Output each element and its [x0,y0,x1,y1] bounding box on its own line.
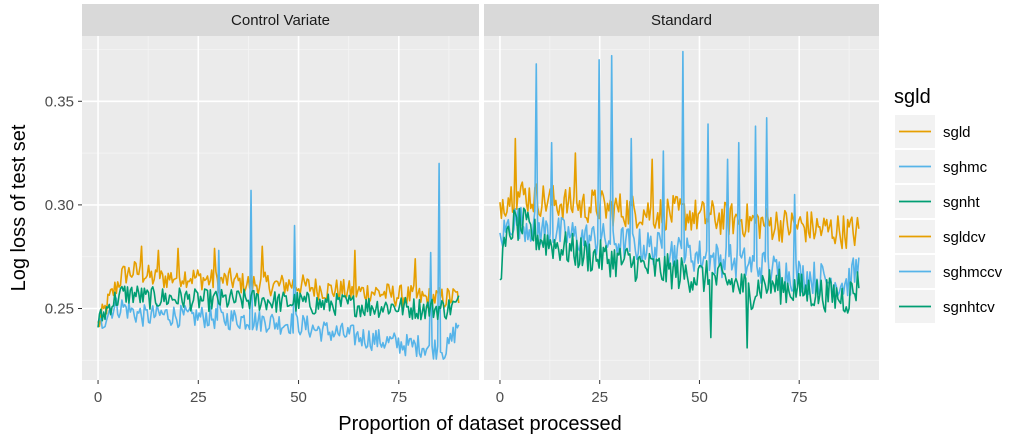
x-tick-label: 50 [290,389,307,406]
y-axis-title: Log loss of test set [8,124,30,291]
strip-title-standard: Standard [651,12,712,29]
legend-label-sghmccv: sghmccv [943,264,1003,281]
legend-label-sgnht: sgnht [943,194,981,211]
x-axis-standard: 0 25 50 75 [496,380,808,406]
strip-title-control-variate: Control Variate [231,12,330,29]
x-tick-label: 25 [591,389,608,406]
legend-label-sgld: sgld [943,124,971,141]
x-tick-label: 75 [791,389,808,406]
y-tick-label: 0.25 [45,301,74,318]
panel-standard: Standard [484,4,879,380]
series-line-sgldcv [97,245,460,328]
panel-control-variate: Control Variate [82,4,479,380]
x-tick-label: 25 [190,389,207,406]
y-tick-label: 0.35 [45,93,74,110]
series-line-sgnht [499,207,860,349]
x-tick-label: 0 [496,389,504,406]
strip-background-control-variate [82,4,479,36]
y-axis: 0.25 0.30 0.35 [45,93,82,318]
y-tick-label: 0.30 [45,197,74,214]
x-tick-label: 0 [94,389,102,406]
legend: sgld sgld sghmc sgnht sgldcv sghmccv sgnhtcv [894,86,1003,323]
x-axis-control-variate: 0 25 50 75 [94,380,407,406]
legend-label-sgnhtcv: sgnhtcv [943,299,995,316]
legend-label-sgldcv: sgldcv [943,229,986,246]
gridlines-control-variate [82,36,479,380]
strip-background-standard [484,4,879,36]
series-group-standard [499,50,860,349]
x-tick-label: 75 [390,389,407,406]
x-tick-label: 50 [691,389,708,406]
series-group-control-variate [97,162,460,360]
series-line-sghmccv [97,162,460,360]
legend-label-sghmc: sghmc [943,159,988,176]
series-line-sghmc [499,50,860,299]
legend-title: sgld [894,86,931,108]
legend-items: sgld sghmc sgnht sgldcv sghmccv sgnhtcv [895,115,1003,323]
series-line-sgld [499,137,860,250]
x-axis-title: Proportion of dataset processed [338,413,622,435]
series-line-sgnhtcv [97,285,460,328]
